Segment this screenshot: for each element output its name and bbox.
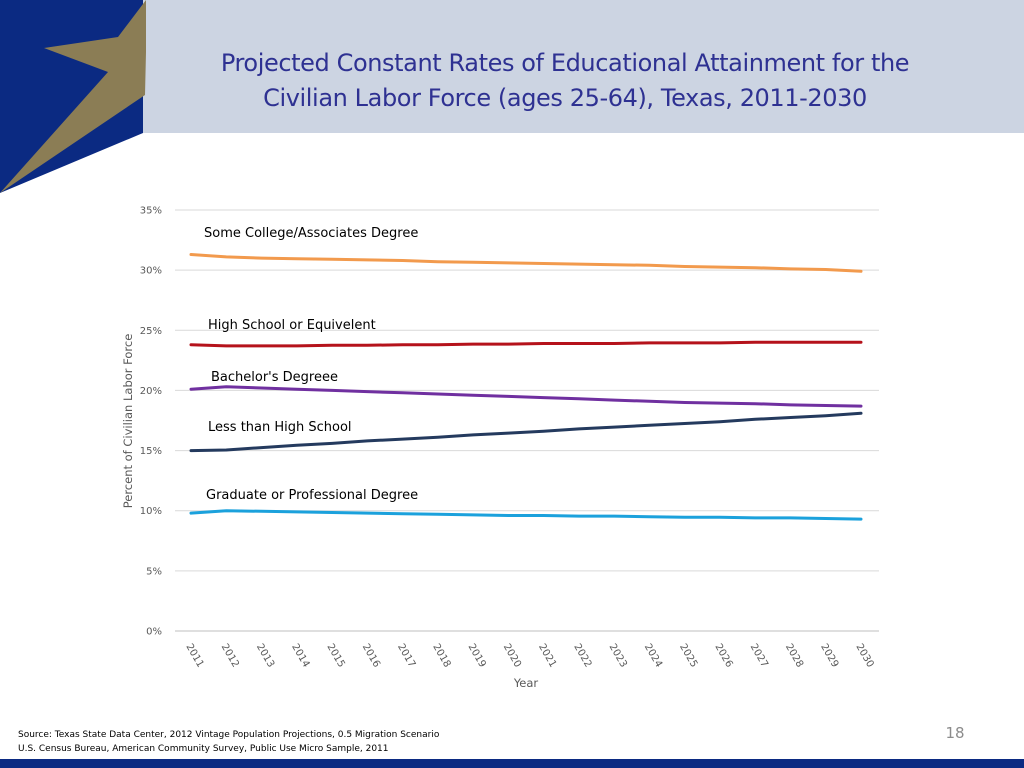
y-tick-label: 30% xyxy=(140,266,162,277)
y-tick-label: 35% xyxy=(140,206,162,217)
x-tick-label: 2021 xyxy=(536,642,558,670)
footer-bar xyxy=(0,759,1024,768)
x-tick-label: 2011 xyxy=(183,642,205,670)
x-tick-label: 2025 xyxy=(677,642,699,670)
y-tick-label: 20% xyxy=(140,386,162,397)
y-tick-label: 0% xyxy=(146,627,162,638)
series-line xyxy=(189,509,863,521)
header-band xyxy=(0,0,1024,133)
x-tick-label: 2013 xyxy=(254,642,276,670)
y-tick-label: 15% xyxy=(140,446,162,457)
series-label: Some College/Associates Degree xyxy=(204,226,418,241)
series-label: Bachelor's Degreee xyxy=(211,370,338,385)
series-labels: Some College/Associates Degree High Schoo… xyxy=(204,226,418,503)
series-line xyxy=(189,385,863,408)
logo-star xyxy=(0,0,146,193)
x-tick-label: 2015 xyxy=(324,642,346,670)
x-tick-label: 2022 xyxy=(571,642,593,670)
source-note: Source: Texas State Data Center, 2012 Vi… xyxy=(18,728,439,756)
series-label: Graduate or Professional Degree xyxy=(206,488,418,503)
y-tick-label: 25% xyxy=(140,326,162,337)
x-tick-label: 2026 xyxy=(712,642,734,670)
y-tick-label: 5% xyxy=(146,566,162,577)
x-tick-label: 2030 xyxy=(853,642,875,670)
y-axis-title: Percent of Civilian Labor Force xyxy=(121,334,135,509)
x-tick-label: 2012 xyxy=(219,642,241,670)
x-tick-label: 2019 xyxy=(466,642,488,670)
series-label: Less than High School xyxy=(208,420,352,435)
x-axis-ticks: 2011 2012 2013 2014 2015 2016 2017 2018 2019 2020… xyxy=(183,642,875,670)
slide-title-line-1: Projected Constant Rates of Educational … xyxy=(220,49,910,77)
y-axis-ticks: 0% 5% 10% 15% 20% 25% 30% 35% xyxy=(140,206,162,638)
series-label: High School or Equivelent xyxy=(208,318,376,333)
series-line xyxy=(189,411,863,453)
x-tick-label: 2018 xyxy=(430,642,452,670)
page-number: 18 xyxy=(945,724,965,742)
y-tick-label: 10% xyxy=(140,506,162,517)
source-line-1: Source: Texas State Data Center, 2012 Vi… xyxy=(18,730,440,740)
x-tick-label: 2016 xyxy=(360,642,382,670)
x-axis-title: Year xyxy=(513,676,539,690)
source-line-2: U.S. Census Bureau, American Community S… xyxy=(18,744,389,754)
x-tick-label: 2029 xyxy=(818,642,840,670)
x-tick-label: 2014 xyxy=(289,642,311,670)
star-logo-icon xyxy=(0,0,146,193)
x-tick-label: 2027 xyxy=(748,642,770,670)
series-line xyxy=(189,340,863,348)
slide-title: Projected Constant Rates of Educational … xyxy=(195,46,935,116)
x-tick-label: 2024 xyxy=(642,642,664,670)
x-tick-label: 2023 xyxy=(607,642,629,670)
x-tick-label: 2017 xyxy=(395,642,417,670)
series-line xyxy=(189,253,863,273)
x-tick-label: 2020 xyxy=(501,642,523,670)
series-lines xyxy=(189,253,863,521)
x-tick-label: 2028 xyxy=(783,642,805,670)
slide-title-line-2: Civilian Labor Force (ages 25-64), Texas… xyxy=(263,84,867,112)
